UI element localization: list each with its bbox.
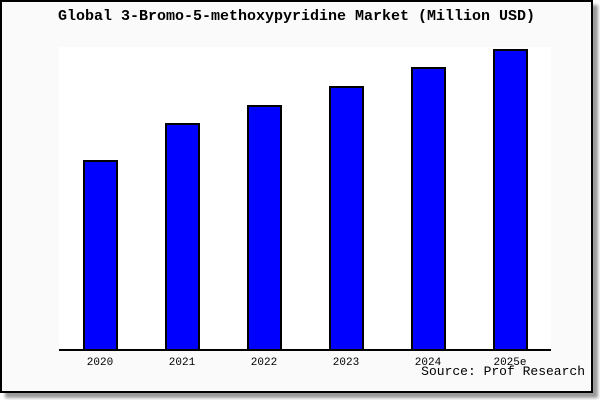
x-tick-label-2020: 2020 [86, 357, 114, 369]
bar-2025e [492, 49, 528, 349]
bar-2023 [328, 86, 364, 349]
bar-2024 [410, 67, 446, 349]
bars-container [59, 47, 551, 349]
x-tick-label-2024: 2024 [414, 357, 442, 369]
x-axis-labels: 2020 2021 2022 2023 2024 2025e [59, 356, 551, 370]
x-tick-label-2022: 2022 [250, 357, 278, 369]
chart-frame: Global 3-Bromo-5-methoxypyridine Market … [0, 0, 593, 393]
chart-title: Global 3-Bromo-5-methoxypyridine Market … [57, 8, 536, 25]
plot-area [59, 47, 551, 351]
source-credit: Source: Prof Research [421, 364, 585, 379]
x-tick-label-2023: 2023 [332, 357, 360, 369]
bar-2020 [82, 160, 118, 349]
bar-2021 [164, 123, 200, 349]
x-tick-label-2021: 2021 [168, 357, 196, 369]
x-tick-label-2025e: 2025e [493, 357, 527, 369]
bar-2022 [246, 105, 282, 349]
